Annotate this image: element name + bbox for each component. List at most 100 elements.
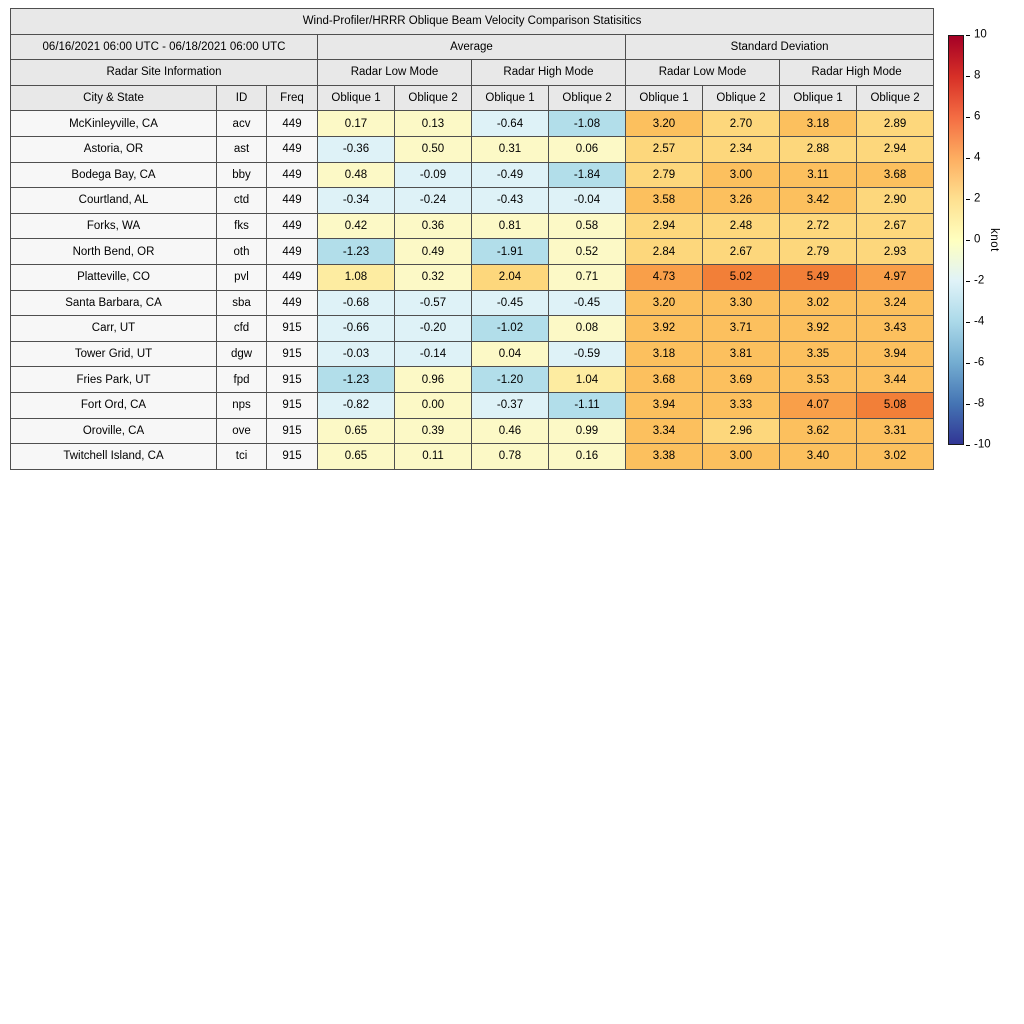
- value-cell: 5.02: [702, 263, 780, 291]
- value-cell: 0.16: [548, 443, 626, 470]
- value-cell: 3.11: [779, 161, 857, 189]
- table-row: Santa Barbara, CA sba 449 -0.68 -0.57 -0.45 -0…: [10, 289, 935, 317]
- colorbar-tick-label: -8: [974, 397, 985, 410]
- value-cell: -0.36: [317, 135, 395, 163]
- value-cell: 1.04: [548, 366, 626, 393]
- value-cell: 2.67: [855, 212, 935, 240]
- colorbar-tick: [966, 403, 970, 405]
- value-cell: 0.13: [394, 110, 472, 137]
- freq-cell: 449: [266, 161, 318, 189]
- colorbar-tick-label: 6: [974, 110, 981, 123]
- table-row: Bodega Bay, CA bby 449 0.48 -0.09 -0.49 -1.84 2…: [10, 161, 935, 189]
- value-cell: 0.08: [548, 315, 626, 342]
- value-cell: 0.65: [317, 443, 395, 470]
- value-cell: 0.39: [394, 417, 472, 445]
- value-cell: 2.04: [471, 263, 549, 291]
- value-cell: 4.97: [855, 263, 935, 291]
- col-avg-low-oblique1: Oblique 1: [317, 84, 395, 112]
- city-state-cell: McKinleyville, CA: [10, 110, 217, 137]
- city-state-cell: Tower Grid, UT: [10, 340, 217, 368]
- colorbar-tick: [966, 321, 970, 323]
- value-cell: -0.20: [394, 315, 472, 342]
- colorbar-tick: [966, 75, 970, 77]
- value-cell: 2.67: [702, 238, 780, 265]
- value-cell: -1.02: [471, 315, 549, 342]
- value-cell: 3.62: [779, 417, 857, 445]
- city-state-cell: Oroville, CA: [10, 417, 217, 445]
- group-row-2: Radar Site Information Radar Low Mode Ra…: [10, 59, 935, 86]
- value-cell: 0.42: [317, 212, 395, 240]
- value-cell: 0.17: [317, 110, 395, 137]
- value-cell: 0.46: [471, 417, 549, 445]
- value-cell: 0.81: [471, 212, 549, 240]
- colorbar-tick: [966, 116, 970, 118]
- stats-table: Wind-Profiler/HRRR Oblique Beam Velocity…: [9, 8, 935, 470]
- value-cell: 3.24: [855, 289, 935, 317]
- freq-cell: 449: [266, 187, 318, 214]
- value-cell: 0.71: [548, 263, 626, 291]
- value-cell: -0.09: [394, 161, 472, 189]
- value-cell: 4.07: [779, 391, 857, 419]
- table-row: Forks, WA fks 449 0.42 0.36 0.81 0.58 2.94 2.48 2…: [10, 212, 935, 240]
- city-state-cell: Bodega Bay, CA: [10, 161, 217, 189]
- colorbar-tick-label: -4: [974, 315, 985, 328]
- table-row: Twitchell Island, CA tci 915 0.65 0.11 0.78 0.…: [10, 443, 935, 470]
- value-cell: 0.06: [548, 135, 626, 163]
- value-cell: -0.57: [394, 289, 472, 317]
- value-cell: -1.23: [317, 238, 395, 265]
- colorbar: 10 8 6 4 2 0 -2 -4 -6 -8 -10 knot: [948, 29, 1000, 450]
- value-cell: -0.34: [317, 187, 395, 214]
- col-avg-high-oblique1: Oblique 1: [471, 84, 549, 112]
- page-title: Wind-Profiler/HRRR Oblique Beam Velocity…: [9, 8, 935, 35]
- city-state-cell: Courtland, AL: [10, 187, 217, 214]
- value-cell: 3.00: [702, 161, 780, 189]
- freq-cell: 449: [266, 238, 318, 265]
- value-cell: 0.52: [548, 238, 626, 265]
- value-cell: 2.89: [855, 110, 935, 137]
- col-std-high-oblique1: Oblique 1: [779, 84, 857, 112]
- value-cell: 2.84: [625, 238, 703, 265]
- group-radar-site-information: Radar Site Information: [10, 59, 318, 86]
- colorbar-tick-label: 2: [974, 192, 981, 205]
- value-cell: -0.45: [471, 289, 549, 317]
- city-state-cell: Santa Barbara, CA: [10, 289, 217, 317]
- table-row: Platteville, CO pvl 449 1.08 0.32 2.04 0.71 4.7…: [10, 263, 935, 291]
- value-cell: 0.58: [548, 212, 626, 240]
- value-cell: -0.03: [317, 340, 395, 368]
- table-body: McKinleyville, CA acv 449 0.17 0.13 -0.64 -1.0…: [10, 110, 935, 470]
- value-cell: 2.79: [625, 161, 703, 189]
- value-cell: 0.32: [394, 263, 472, 291]
- colorbar-tick-label: 0: [974, 233, 981, 246]
- city-state-cell: Astoria, OR: [10, 135, 217, 163]
- value-cell: 0.11: [394, 443, 472, 470]
- value-cell: -1.23: [317, 366, 395, 393]
- site-id-cell: tci: [216, 443, 267, 470]
- title-row: Wind-Profiler/HRRR Oblique Beam Velocity…: [9, 8, 935, 35]
- value-cell: 3.71: [702, 315, 780, 342]
- freq-cell: 449: [266, 263, 318, 291]
- table-row: Fort Ord, CA nps 915 -0.82 0.00 -0.37 -1.11 3.9…: [10, 391, 935, 419]
- group-row-1: 06/16/2021 06:00 UTC - 06/18/2021 06:00 …: [10, 33, 935, 61]
- value-cell: 3.00: [702, 443, 780, 470]
- colorbar-tick-label: -6: [974, 356, 985, 369]
- table-row: Carr, UT cfd 915 -0.66 -0.20 -1.02 0.08 3.92 3.7…: [10, 315, 935, 342]
- site-id-cell: acv: [216, 110, 267, 137]
- value-cell: 3.94: [855, 340, 935, 368]
- freq-cell: 915: [266, 315, 318, 342]
- site-id-cell: cfd: [216, 315, 267, 342]
- value-cell: -0.49: [471, 161, 549, 189]
- value-cell: 2.57: [625, 135, 703, 163]
- value-cell: 3.44: [855, 366, 935, 393]
- value-cell: 0.96: [394, 366, 472, 393]
- value-cell: 3.26: [702, 187, 780, 214]
- site-id-cell: sba: [216, 289, 267, 317]
- value-cell: 3.02: [779, 289, 857, 317]
- value-cell: 1.08: [317, 263, 395, 291]
- colorbar-tick-label: 4: [974, 151, 981, 164]
- site-id-cell: fpd: [216, 366, 267, 393]
- value-cell: 3.35: [779, 340, 857, 368]
- value-cell: 3.53: [779, 366, 857, 393]
- colorbar-tick: [966, 444, 970, 446]
- value-cell: -0.14: [394, 340, 472, 368]
- colorbar-tick: [966, 157, 970, 159]
